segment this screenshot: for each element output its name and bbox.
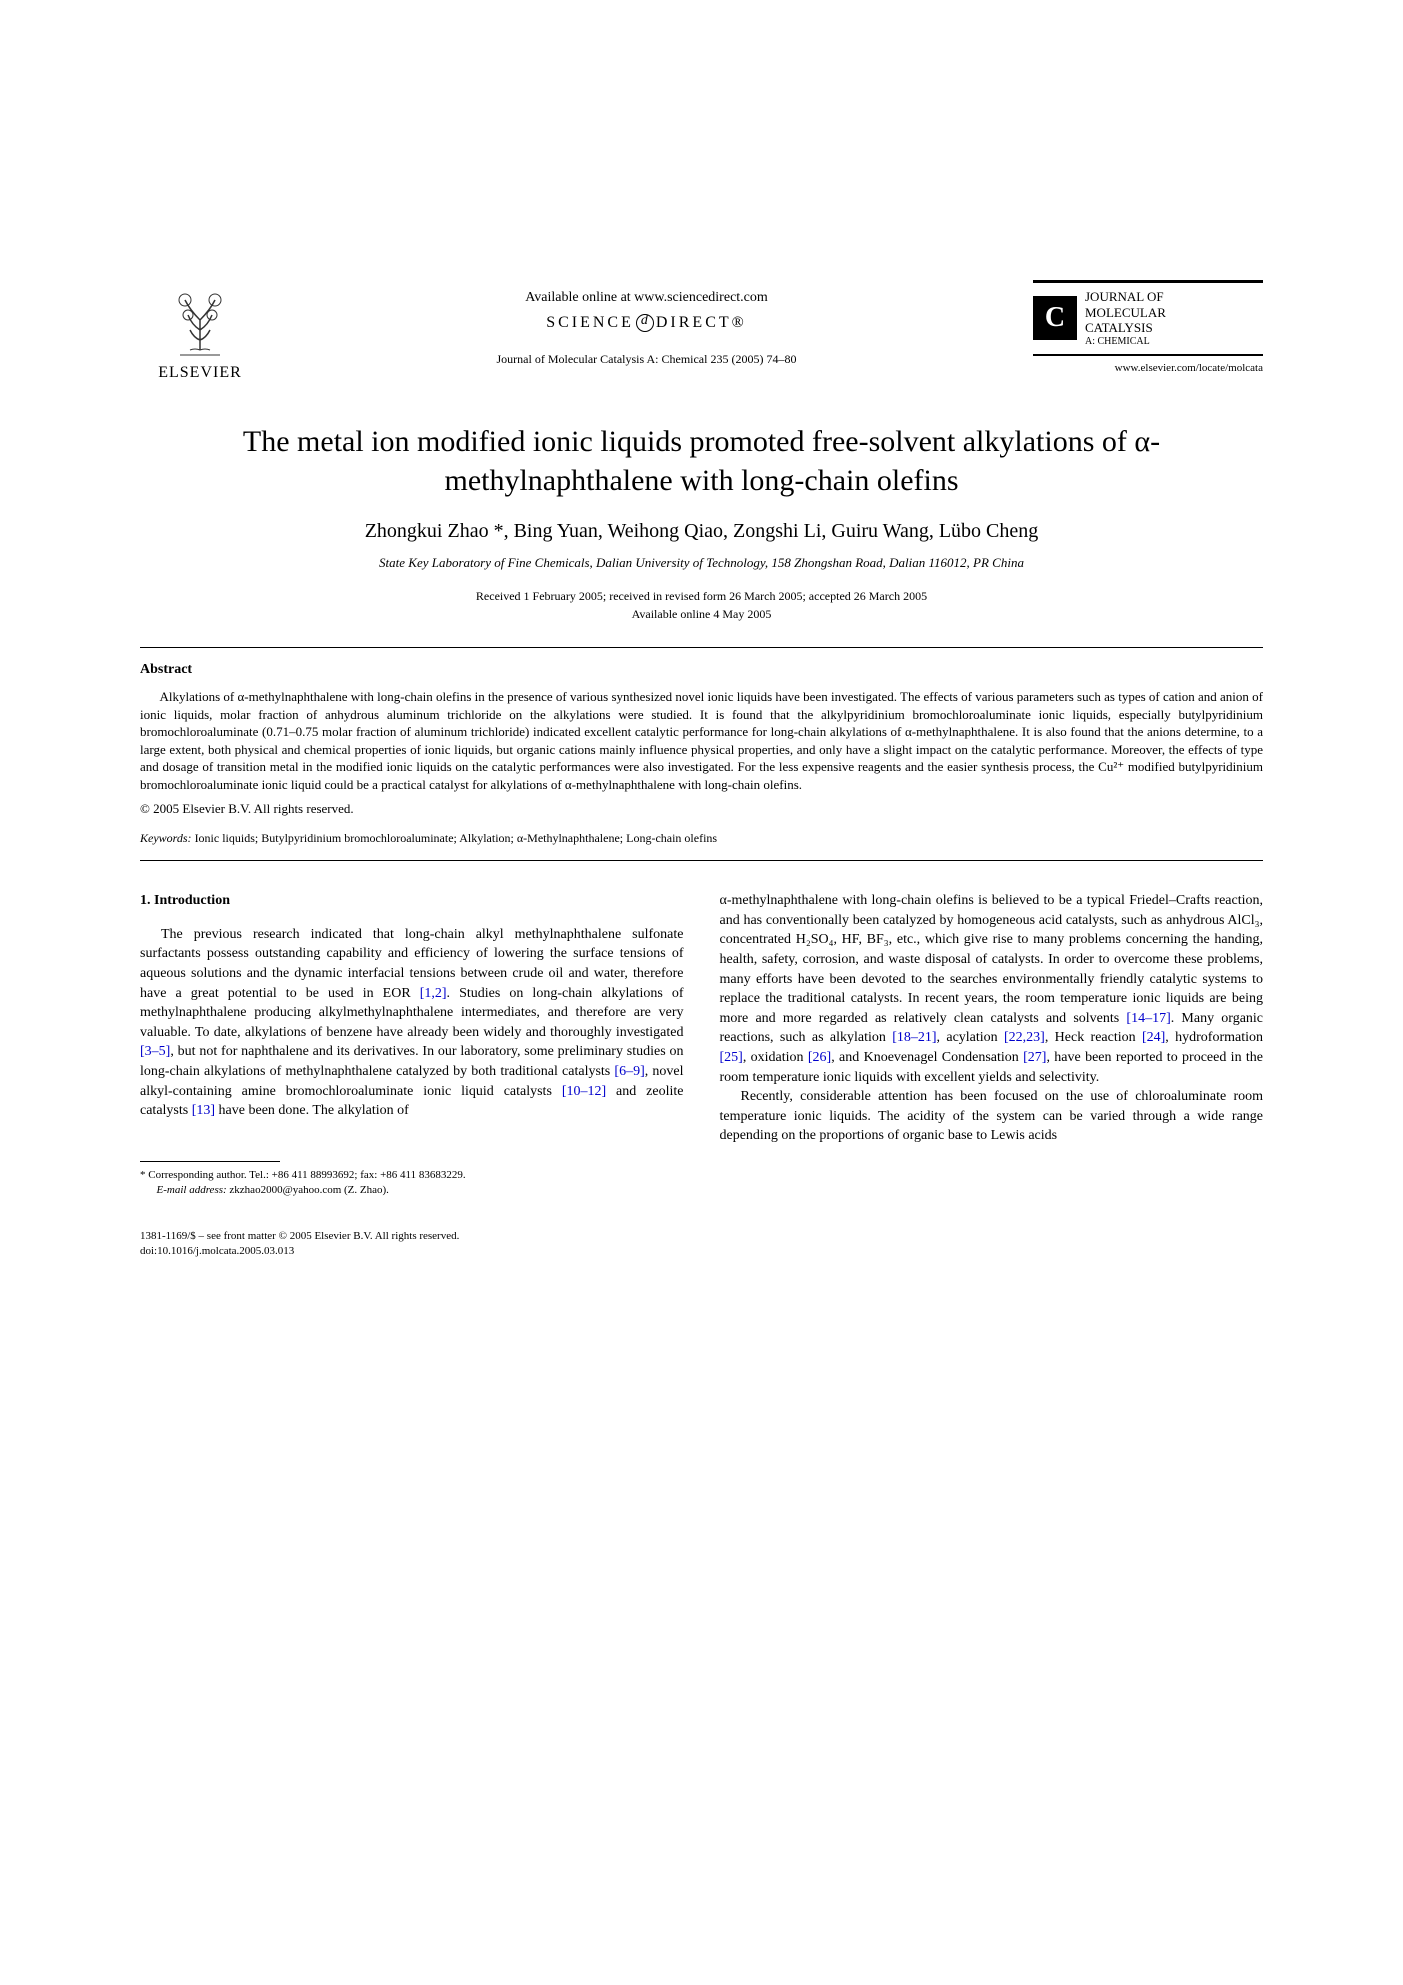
ref-13[interactable]: [13] (192, 1103, 215, 1118)
authors-list: Zhongkui Zhao *, Bing Yuan, Weihong Qiao… (140, 520, 1263, 543)
intro-para-1: The previous research indicated that lon… (140, 925, 684, 1121)
footer-doi: doi:10.1016/j.molcata.2005.03.013 (140, 1244, 1263, 1259)
ref-1-2[interactable]: [1,2] (420, 986, 447, 1001)
corresponding-author-footnote: * Corresponding author. Tel.: +86 411 88… (140, 1168, 684, 1199)
rule-below-keywords (140, 860, 1263, 861)
footnote-rule (140, 1161, 280, 1162)
c2a: α-methylnaphthalene with long-chain olef… (720, 893, 1264, 1026)
article-title: The metal ion modified ionic liquids pro… (220, 422, 1183, 500)
jn-l1: JOURNAL OF (1085, 289, 1166, 305)
jn-l4: A: CHEMICAL (1085, 336, 1166, 348)
journal-citation: Journal of Molecular Catalysis A: Chemic… (260, 352, 1033, 367)
publisher-block: ELSEVIER (140, 280, 260, 382)
right-column: α-methylnaphthalene with long-chain olef… (720, 891, 1264, 1198)
center-header: Available online at www.sciencedirect.co… (260, 280, 1033, 367)
footnote-email: zkzhao2000@yahoo.com (Z. Zhao). (227, 1184, 389, 1196)
sd-right: DIRECT® (656, 314, 747, 331)
ref-3-5[interactable]: [3–5] (140, 1044, 170, 1059)
journal-url: www.elsevier.com/locate/molcata (1033, 362, 1263, 374)
ref-26[interactable]: [26] (808, 1050, 831, 1065)
sd-circle-icon (636, 314, 654, 332)
available-online-text: Available online at www.sciencedirect.co… (260, 290, 1033, 306)
c2e: , hydroformation (1165, 1030, 1263, 1045)
sd-left: SCIENCE (546, 314, 634, 331)
abstract-text: Alkylations of α-methylnaphthalene with … (140, 688, 1263, 793)
science-direct-logo: SCIENCE DIRECT® (260, 314, 1033, 332)
jn-l3: CATALYSIS (1085, 320, 1166, 336)
abstract-heading: Abstract (140, 662, 1263, 678)
c2f: , oxidation (743, 1050, 808, 1065)
publisher-name: ELSEVIER (158, 364, 242, 382)
ref-10-12[interactable]: [10–12] (562, 1084, 606, 1099)
abstract-body: Alkylations of α-methylnaphthalene with … (140, 689, 1263, 792)
c2d: , Heck reaction (1045, 1030, 1142, 1045)
article-header: ELSEVIER Available online at www.science… (140, 280, 1263, 382)
affiliation: State Key Laboratory of Fine Chemicals, … (140, 555, 1263, 571)
dates-received: Received 1 February 2005; received in re… (140, 587, 1263, 605)
journal-name: JOURNAL OF MOLECULAR CATALYSIS A: CHEMIC… (1085, 289, 1166, 348)
c2c: , acylation (937, 1030, 1004, 1045)
body-columns: 1. Introduction The previous research in… (140, 891, 1263, 1198)
intro-heading: 1. Introduction (140, 891, 684, 911)
c1c: , but not for naphthalene and its deriva… (140, 1044, 684, 1079)
c2g: , and Knoevenagel Condensation (831, 1050, 1023, 1065)
footnote-email-line: E-mail address: zkzhao2000@yahoo.com (Z.… (140, 1183, 684, 1198)
ref-6-9[interactable]: [6–9] (614, 1064, 644, 1079)
ref-27[interactable]: [27] (1023, 1050, 1046, 1065)
rule-above-abstract (140, 647, 1263, 648)
c1f: have been done. The alkylation of (215, 1103, 409, 1118)
keywords-label: Keywords: (140, 831, 192, 845)
footer-issn: 1381-1169/$ – see front matter © 2005 El… (140, 1229, 1263, 1244)
right-para-1: α-methylnaphthalene with long-chain olef… (720, 891, 1264, 1087)
keywords-line: Keywords: Ionic liquids; Butylpyridinium… (140, 831, 1263, 846)
left-column: 1. Introduction The previous research in… (140, 891, 684, 1198)
footnote-email-label: E-mail address: (157, 1184, 227, 1196)
ref-14-17[interactable]: [14–17] (1126, 1011, 1170, 1026)
ref-22-23[interactable]: [22,23] (1004, 1030, 1045, 1045)
dates-online: Available online 4 May 2005 (140, 605, 1263, 623)
right-para-2: Recently, considerable attention has bee… (720, 1087, 1264, 1146)
journal-block: C JOURNAL OF MOLECULAR CATALYSIS A: CHEM… (1033, 280, 1263, 374)
ref-25[interactable]: [25] (720, 1050, 743, 1065)
copyright-line: © 2005 Elsevier B.V. All rights reserved… (140, 801, 1263, 817)
ref-18-21[interactable]: [18–21] (892, 1030, 936, 1045)
journal-title-box: C JOURNAL OF MOLECULAR CATALYSIS A: CHEM… (1033, 280, 1263, 356)
article-dates: Received 1 February 2005; received in re… (140, 587, 1263, 623)
footnote-corr: * Corresponding author. Tel.: +86 411 88… (140, 1168, 684, 1183)
journal-c-icon: C (1033, 296, 1077, 340)
elsevier-tree-logo (160, 280, 240, 360)
jn-l2: MOLECULAR (1085, 305, 1166, 321)
keywords-text: Ionic liquids; Butylpyridinium bromochlo… (192, 831, 718, 845)
ref-24[interactable]: [24] (1142, 1030, 1165, 1045)
footer-block: 1381-1169/$ – see front matter © 2005 El… (140, 1229, 1263, 1260)
